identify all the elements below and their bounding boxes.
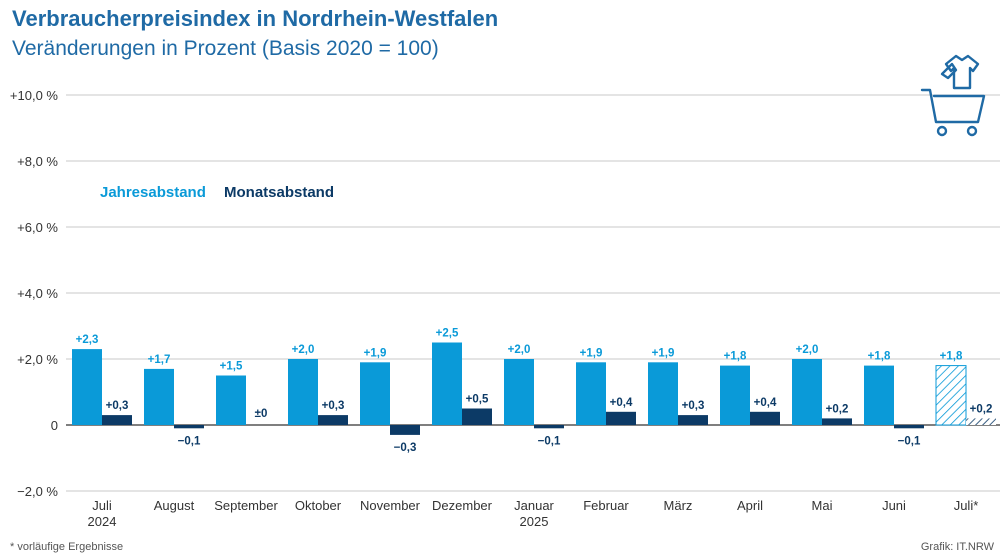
bar-monatsabstand — [822, 418, 852, 425]
data-label-monatsabstand: +0,3 — [106, 400, 129, 412]
data-label-jahresabstand: +1,7 — [148, 354, 171, 366]
data-label-jahresabstand: +2,3 — [76, 334, 99, 346]
data-label-monatsabstand: +0,2 — [826, 403, 849, 415]
x-tick-label: Juni — [882, 498, 906, 513]
bar-monatsabstand — [606, 411, 636, 425]
x-tick-label: Januar 2025 — [514, 498, 554, 529]
bar-jahresabstand — [432, 342, 462, 425]
bar-monatsabstand — [750, 411, 780, 425]
bar-jahresabstand — [792, 359, 822, 425]
x-tick-label: Juli* — [954, 498, 979, 513]
y-tick-label: +2,0 % — [17, 352, 58, 367]
data-label-monatsabstand: ±0 — [255, 408, 268, 420]
x-tick-label: März — [664, 498, 693, 513]
bar-monatsabstand — [102, 415, 132, 425]
data-labels: +2,3 +0,3 +1,7 −0,1 +1,5 ±0 +2,0 +0,3 +1,9 −0,3 +2… — [76, 328, 993, 454]
legend-entry-jahresabstand: Jahresabstand — [100, 184, 206, 201]
x-axis-labels: Juli 2024 August September Oktober November De… — [88, 498, 979, 529]
data-label-jahresabstand: +2,0 — [508, 344, 531, 356]
data-label-jahresabstand: +2,0 — [292, 344, 315, 356]
data-label-monatsabstand: +0,3 — [682, 400, 705, 412]
data-label-jahresabstand: +1,8 — [868, 351, 891, 363]
bar-jahresabstand — [216, 375, 246, 425]
source-credit: Grafik: IT.NRW — [920, 541, 994, 553]
bar-monatsabstand — [678, 415, 708, 425]
bar-jahresabstand — [360, 362, 390, 425]
legend: Jahresabstand Monatsabstand — [100, 184, 334, 201]
x-tick-label: Februar — [583, 498, 629, 513]
bar-jahresabstand — [720, 365, 750, 425]
bar-jahresabstand — [648, 362, 678, 425]
shopping-cart-with-shirt-icon — [920, 54, 986, 137]
x-tick-label: Dezember — [432, 498, 493, 513]
bar-monatsabstand — [390, 425, 420, 435]
data-label-monatsabstand: +0,2 — [970, 403, 993, 415]
gridlines — [66, 94, 1000, 492]
bar-jahresabstand — [935, 365, 967, 426]
data-label-jahresabstand: +2,5 — [436, 328, 459, 340]
x-tick-label: April — [737, 498, 763, 513]
x-tick-label: Mai — [812, 498, 833, 513]
footnote: * vorläufige Ergebnisse — [10, 541, 124, 553]
bar-monatsabstand — [966, 418, 996, 425]
data-label-jahresabstand: +2,0 — [796, 344, 819, 356]
bars — [72, 342, 996, 435]
bar-jahresabstand — [864, 365, 894, 425]
y-tick-label: +6,0 % — [17, 220, 58, 235]
legend-entry-monatsabstand: Monatsabstand — [224, 184, 334, 201]
data-label-monatsabstand: +0,4 — [610, 397, 633, 409]
data-label-jahresabstand: +1,9 — [364, 347, 387, 359]
bar-monatsabstand — [318, 415, 348, 425]
x-tick-label: August — [154, 498, 195, 513]
data-label-monatsabstand: −0,1 — [538, 435, 561, 447]
data-label-monatsabstand: +0,4 — [754, 397, 777, 409]
data-label-jahresabstand: +1,8 — [940, 351, 963, 363]
x-tick-label: November — [360, 498, 421, 513]
bar-jahresabstand — [576, 362, 606, 425]
data-label-jahresabstand: +1,8 — [724, 351, 747, 363]
x-tick-label: September — [214, 498, 278, 513]
y-tick-label: +4,0 % — [17, 286, 58, 301]
bar-jahresabstand — [144, 368, 174, 425]
y-axis-ticks: −2,0 % 0 +2,0 % +4,0 % +6,0 % +8,0 % +10,0 % — [10, 88, 59, 499]
x-tick-label: Oktober — [295, 498, 342, 513]
bar-monatsabstand — [894, 425, 924, 429]
data-label-monatsabstand: −0,3 — [394, 442, 417, 454]
y-tick-label: +8,0 % — [17, 154, 58, 169]
data-label-monatsabstand: −0,1 — [178, 435, 201, 447]
bar-monatsabstand — [462, 408, 492, 425]
y-tick-label: −2,0 % — [17, 484, 58, 499]
data-label-monatsabstand: +0,3 — [322, 400, 345, 412]
y-tick-label: 0 — [51, 418, 58, 433]
bar-jahresabstand — [288, 359, 318, 425]
bar-monatsabstand — [534, 425, 564, 429]
y-tick-label: +10,0 % — [10, 88, 59, 103]
bar-monatsabstand — [174, 425, 204, 429]
data-label-jahresabstand: +1,9 — [652, 347, 675, 359]
data-label-monatsabstand: +0,5 — [466, 394, 489, 406]
bar-jahresabstand — [504, 359, 534, 425]
chart-subtitle: Veränderungen in Prozent (Basis 2020 = 1… — [12, 37, 439, 60]
data-label-monatsabstand: −0,1 — [898, 435, 921, 447]
data-label-jahresabstand: +1,5 — [220, 361, 243, 373]
chart-title: Verbraucherpreisindex in Nordrhein-Westf… — [12, 6, 499, 31]
x-tick-label: Juli 2024 — [88, 498, 117, 529]
data-label-jahresabstand: +1,9 — [580, 347, 603, 359]
bar-jahresabstand — [72, 349, 102, 425]
